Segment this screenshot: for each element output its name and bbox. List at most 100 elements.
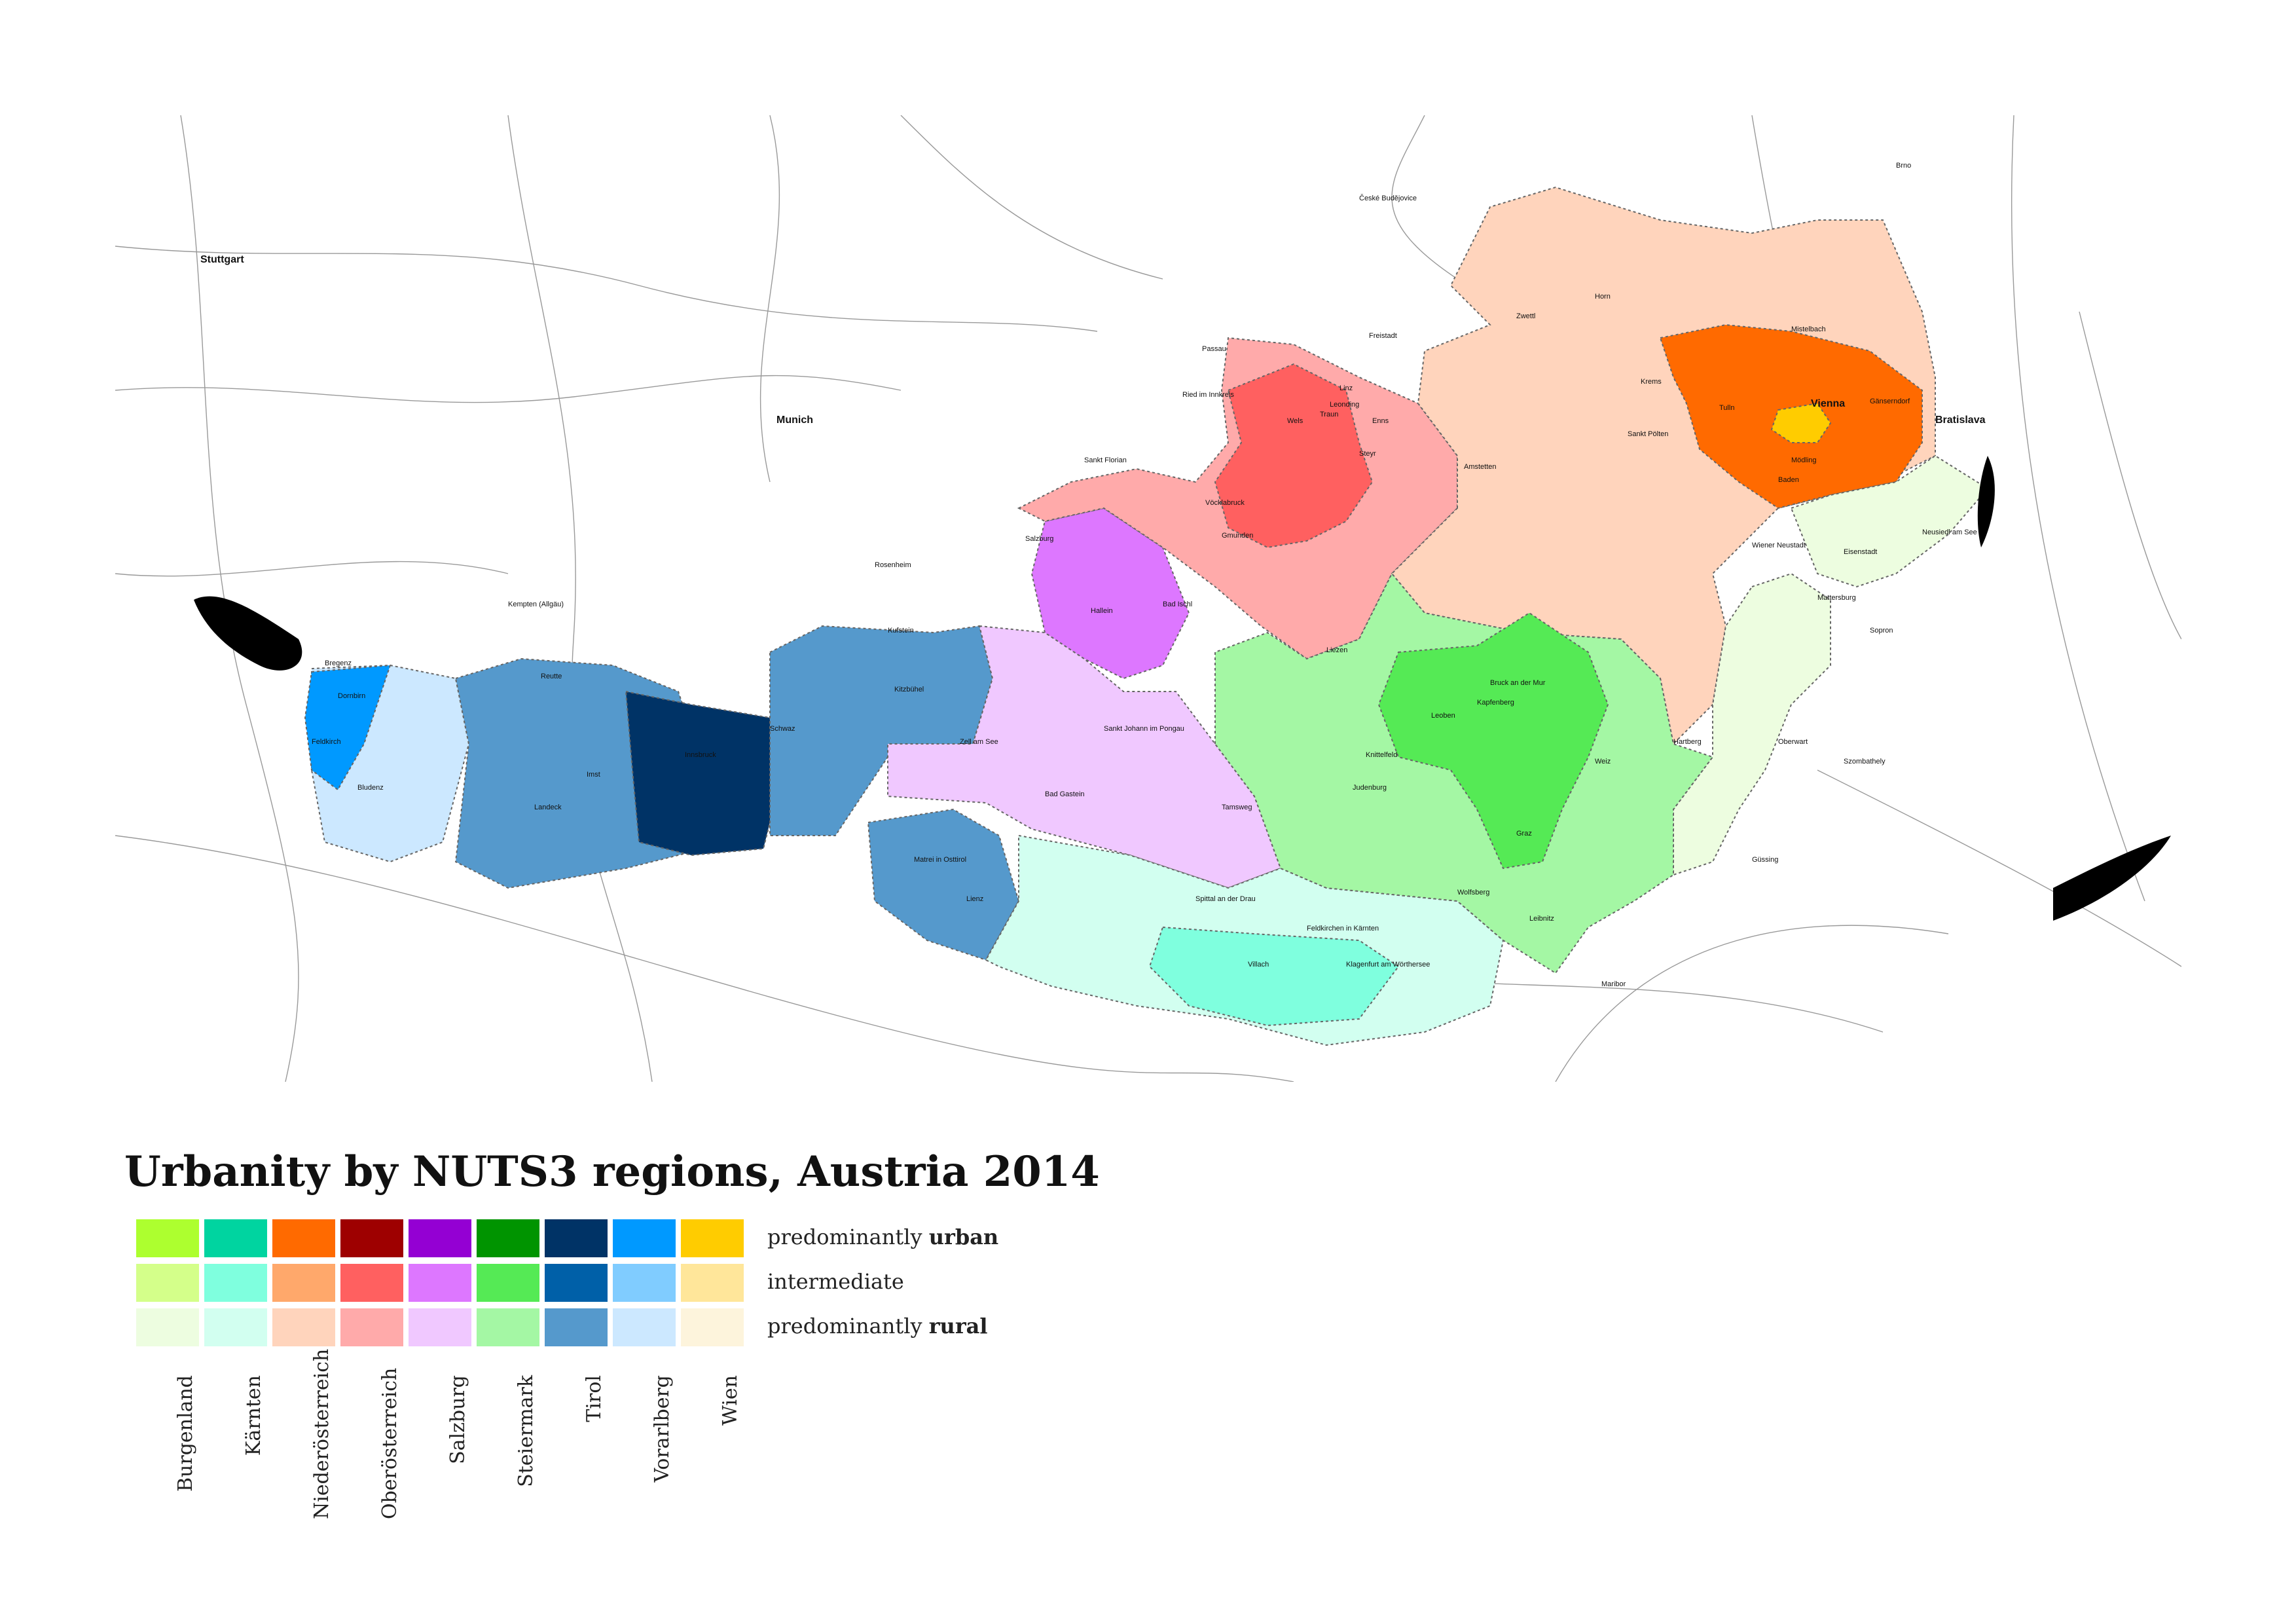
place-label: Bruck an der Mur (1490, 679, 1546, 687)
place-label: Bad Ischl (1163, 600, 1192, 608)
region-wien (1770, 402, 1832, 443)
legend-swatch (272, 1219, 335, 1257)
legend-column-label: Salzburg (420, 1375, 469, 1519)
legend-swatch (272, 1308, 335, 1346)
legend-swatch (545, 1308, 608, 1346)
place-label: Steyr (1359, 450, 1376, 458)
legend-row-prefix: intermediate (767, 1269, 904, 1294)
place-label: Kitzbühel (894, 686, 924, 693)
legend-swatch (136, 1308, 199, 1346)
legend-swatch (204, 1308, 267, 1346)
place-label: Liezen (1326, 646, 1347, 654)
legend-swatch (272, 1264, 335, 1302)
legend-column-label: Tirol (556, 1375, 606, 1519)
place-label: Ried im Innkreis (1182, 391, 1234, 399)
legend-row-emphasis: urban (928, 1225, 999, 1249)
legend-swatch (409, 1264, 471, 1302)
legend-column-label: Niederösterreich (284, 1349, 333, 1519)
legend-swatch (477, 1308, 539, 1346)
place-label: Schwaz (770, 725, 795, 733)
legend-column-name: Burgenland (174, 1375, 197, 1492)
legend-column-label: Kärnten (216, 1375, 265, 1519)
place-label: Szombathely (1844, 758, 1886, 766)
legend-column-label: Vorarlberg (625, 1375, 674, 1519)
legend-column-name: Steiermark (515, 1375, 538, 1487)
legend-swatch (340, 1264, 403, 1302)
place-label: Rosenheim (875, 561, 911, 569)
place-label: Leoben (1431, 712, 1455, 720)
place-label: Vienna (1811, 398, 1845, 409)
place-label: Feldkirchen in Kärnten (1307, 925, 1379, 932)
region-noe-rural (1391, 186, 1936, 746)
place-label: Innsbruck (685, 751, 716, 759)
region-kaernten-intermediate (1148, 926, 1400, 1027)
place-label: Sopron (1870, 627, 1893, 635)
place-label: Amstetten (1464, 463, 1497, 471)
map: Vienna Bratislava Munich Stuttgart Linz Leond… (115, 115, 2181, 1082)
region-tirol-innsbruck (625, 690, 784, 857)
region-vorarlberg-urban (304, 664, 392, 791)
place-label: Horn (1595, 293, 1611, 301)
place-label: Eisenstadt (1844, 548, 1877, 556)
legend-swatch (409, 1308, 471, 1346)
place-label: Kufstein (888, 627, 914, 635)
place-label: Traun (1320, 411, 1338, 418)
legend-swatch (613, 1264, 676, 1302)
place-label: Tulln (1719, 404, 1734, 412)
legend-row-emphasis: rural (928, 1314, 988, 1338)
place-label: Wolfsberg (1457, 889, 1489, 896)
legend-swatch (340, 1308, 403, 1346)
legend-swatch (681, 1219, 744, 1257)
place-label: Krems (1641, 378, 1662, 386)
legend-column-label: Steiermark (488, 1375, 538, 1519)
lakes (194, 456, 2171, 921)
place-label: Sankt Florian (1084, 456, 1127, 464)
place-label: Oberwart (1778, 738, 1808, 746)
legend-swatch (545, 1219, 608, 1257)
legend-column-name: Vorarlberg (651, 1375, 674, 1483)
place-label: Hartberg (1673, 738, 1702, 746)
place-label: Landeck (534, 803, 562, 811)
place-label: Graz (1516, 830, 1532, 838)
place-label: Leonding (1330, 401, 1359, 409)
place-label: Bratislava (1935, 415, 1986, 426)
legend-swatch (204, 1219, 267, 1257)
legend-column-label: Wien (693, 1375, 742, 1519)
place-label: Maribor (1601, 980, 1626, 988)
place-labels: Vienna Bratislava Munich Stuttgart Linz Leond… (200, 162, 1986, 988)
legend-swatch (477, 1219, 539, 1257)
place-label: Zell am See (960, 738, 998, 746)
place-label: Knittelfeld (1366, 751, 1397, 759)
legend-swatch (613, 1308, 676, 1346)
legend-swatch (545, 1264, 608, 1302)
place-label: Kempten (Allgäu) (508, 600, 564, 608)
place-label: Kapfenberg (1477, 699, 1514, 707)
place-label: Judenburg (1353, 784, 1387, 792)
place-label: Brno (1896, 162, 1911, 170)
legend-swatch (136, 1264, 199, 1302)
place-label: Matrei in Osttirol (914, 856, 966, 864)
place-label: Klagenfurt am Wörthersee (1346, 961, 1430, 969)
legend-row-label: predominantly urban (767, 1225, 998, 1249)
place-label: Mistelbach (1791, 325, 1826, 333)
region-steiermark-intermediate (1377, 612, 1609, 870)
legend-swatch (681, 1308, 744, 1346)
legend-swatch (477, 1264, 539, 1302)
legend-swatch (681, 1264, 744, 1302)
legend-swatch (613, 1219, 676, 1257)
legend-column-name: Wien (719, 1375, 742, 1426)
legend-column-name: Niederösterreich (310, 1348, 333, 1519)
place-label: Passau (1202, 345, 1226, 353)
legend-column-name: Kärnten (242, 1375, 265, 1456)
place-label: Baden (1778, 476, 1799, 484)
place-label: Mödling (1791, 456, 1817, 464)
legend-row-label: predominantly rural (767, 1314, 988, 1338)
place-label: Bad Gastein (1045, 790, 1085, 798)
region-tirol-osttirol (867, 808, 1020, 961)
place-label: Spittal an der Drau (1195, 895, 1256, 903)
region-burgenland-south (1673, 572, 1831, 876)
place-label: Sankt Johann im Pongau (1104, 725, 1184, 733)
place-label: Dornbirn (338, 692, 365, 700)
legend-column-name: Oberösterreich (378, 1367, 401, 1519)
place-label: Feldkirch (312, 738, 341, 746)
